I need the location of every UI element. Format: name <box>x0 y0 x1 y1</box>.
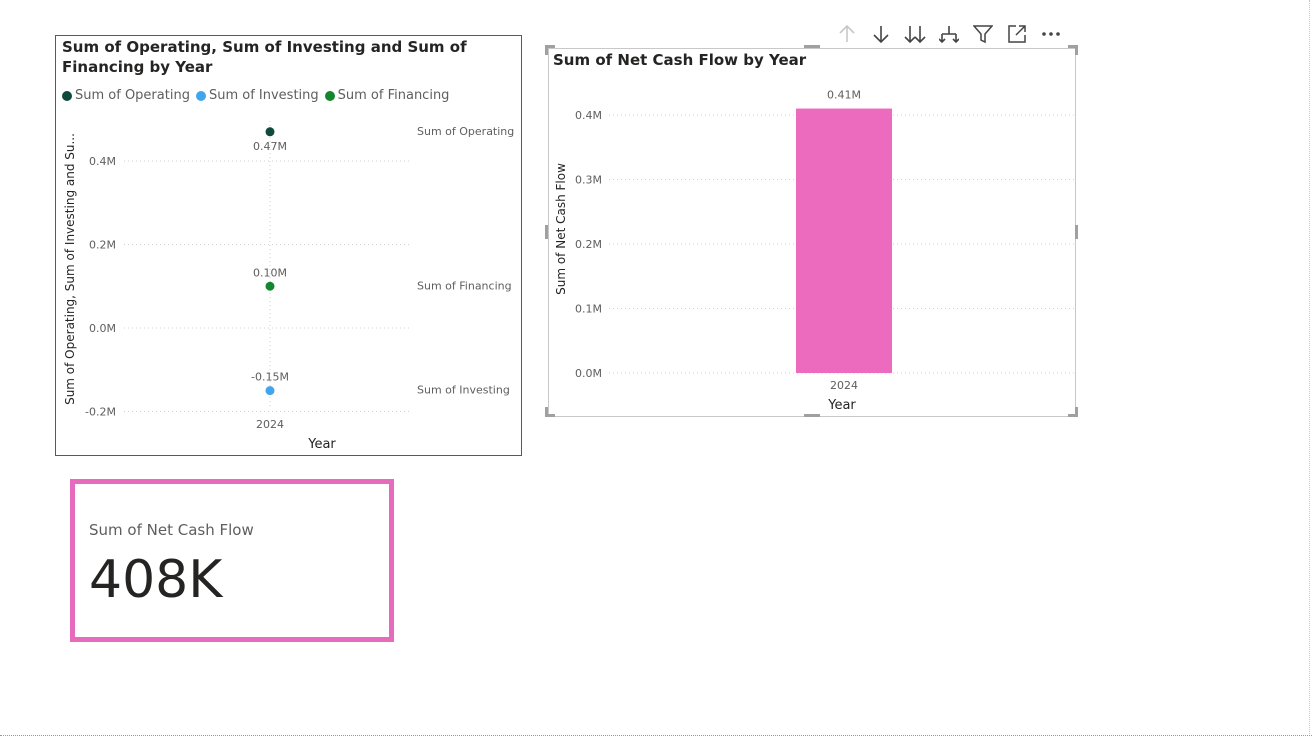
x-tick-label: 2024 <box>830 379 858 392</box>
series-end-label: Sum of Financing <box>417 279 512 292</box>
scatter-visual[interactable]: Sum of Operating, Sum of Investing and S… <box>55 35 522 456</box>
drill-up-button[interactable] <box>830 20 864 48</box>
legend-dot-icon <box>62 90 72 101</box>
legend-item-financing[interactable]: Sum of Financing <box>324 88 450 103</box>
y-tick-label: 0.2M <box>89 239 116 252</box>
data-point <box>265 127 275 137</box>
y-axis-title: Sum of Operating, Sum of Investing and S… <box>63 133 77 405</box>
x-axis-title: Year <box>827 398 856 413</box>
resize-handle-top-right-v[interactable] <box>1075 45 1078 55</box>
data-point <box>265 281 275 291</box>
canvas-right-border <box>1309 0 1310 736</box>
x-axis-title: Year <box>307 437 336 452</box>
focus-mode-button[interactable] <box>1000 20 1034 48</box>
data-point <box>265 386 275 396</box>
double-arrow-down-icon <box>904 26 926 44</box>
visual-header-toolbar <box>830 20 1068 48</box>
bar-plot-area: 0.0M 0.1M 0.2M 0.3M 0.4M 0.41M 2024 Year Sum of … <box>554 89 1074 413</box>
filter-icon <box>973 25 993 44</box>
bar <box>796 108 892 374</box>
y-axis-title: Sum of Net Cash Flow <box>554 163 568 295</box>
resize-handle-top-left-v[interactable] <box>545 45 548 55</box>
x-tick-label: 2024 <box>256 418 284 431</box>
y-tick-label: 0.4M <box>575 109 602 122</box>
resize-handle-bottom-left[interactable] <box>545 414 555 417</box>
card-label: Sum of Net Cash Flow <box>89 521 254 539</box>
resize-handle-bottom-mid[interactable] <box>804 414 820 417</box>
resize-handle-bottom-left-v[interactable] <box>545 407 548 417</box>
kpi-card[interactable]: Sum of Net Cash Flow 408K <box>70 479 394 642</box>
data-label: 0.41M <box>827 89 861 102</box>
expand-hierarchy-icon <box>939 26 959 44</box>
legend-label-financing: Sum of Financing <box>337 88 450 103</box>
resize-handle-left-mid[interactable] <box>545 225 548 239</box>
legend-item-investing[interactable]: Sum of Investing <box>195 88 319 103</box>
expand-hierarchy-button[interactable] <box>932 20 966 48</box>
y-tick-label: -0.2M <box>85 406 116 419</box>
card-value: 408K <box>89 550 223 610</box>
bar-visual[interactable]: Sum of Net Cash Flow by Year 0.0M 0.1M 0.2… <box>548 48 1076 417</box>
scatter-legend: Sum of Operating Sum of Investing Sum of… <box>62 88 449 103</box>
legend-item-operating[interactable]: Sum of Operating <box>62 88 190 103</box>
scatter-plot-area: -0.2M 0.0M 0.2M 0.4M 2024 Year Sum of Operatin… <box>63 121 514 452</box>
y-tick-label: 0.2M <box>575 238 602 251</box>
scatter-visual-title: Sum of Operating, Sum of Investing and S… <box>62 38 467 76</box>
data-label: 0.10M <box>253 266 287 279</box>
y-tick-label: 0.0M <box>575 367 602 380</box>
bar-visual-title: Sum of Net Cash Flow by Year <box>553 51 807 69</box>
y-tick-label: 0.0M <box>89 322 116 335</box>
series-end-label: Sum of Operating <box>417 125 514 138</box>
resize-handle-right-mid[interactable] <box>1075 225 1078 239</box>
drill-down-button[interactable] <box>864 20 898 48</box>
canvas-page-boundary <box>0 735 1312 736</box>
filter-button[interactable] <box>966 20 1000 48</box>
y-tick-label: 0.3M <box>575 174 602 187</box>
focus-mode-icon <box>1008 25 1026 43</box>
arrow-up-icon <box>839 24 855 42</box>
legend-label-operating: Sum of Operating <box>75 88 190 103</box>
legend-label-investing: Sum of Investing <box>208 88 319 103</box>
series-end-label: Sum of Investing <box>417 384 510 397</box>
resize-handle-bottom-right-v[interactable] <box>1075 407 1078 417</box>
arrow-down-icon <box>873 26 889 44</box>
more-options-button[interactable] <box>1034 20 1068 48</box>
y-tick-label: 0.1M <box>575 303 602 316</box>
data-label: 0.47M <box>253 140 287 153</box>
resize-handle-top-mid[interactable] <box>804 45 820 48</box>
data-label: -0.15M <box>251 371 289 384</box>
more-options-icon <box>1042 32 1060 36</box>
resize-handle-top-left[interactable] <box>545 45 555 48</box>
legend-dot-icon <box>195 90 206 101</box>
y-tick-label: 0.4M <box>89 155 116 168</box>
resize-handle-bottom-right[interactable] <box>1068 414 1078 417</box>
resize-handle-top-right[interactable] <box>1068 45 1078 48</box>
legend-dot-icon <box>324 90 335 101</box>
next-level-button[interactable] <box>898 20 932 48</box>
